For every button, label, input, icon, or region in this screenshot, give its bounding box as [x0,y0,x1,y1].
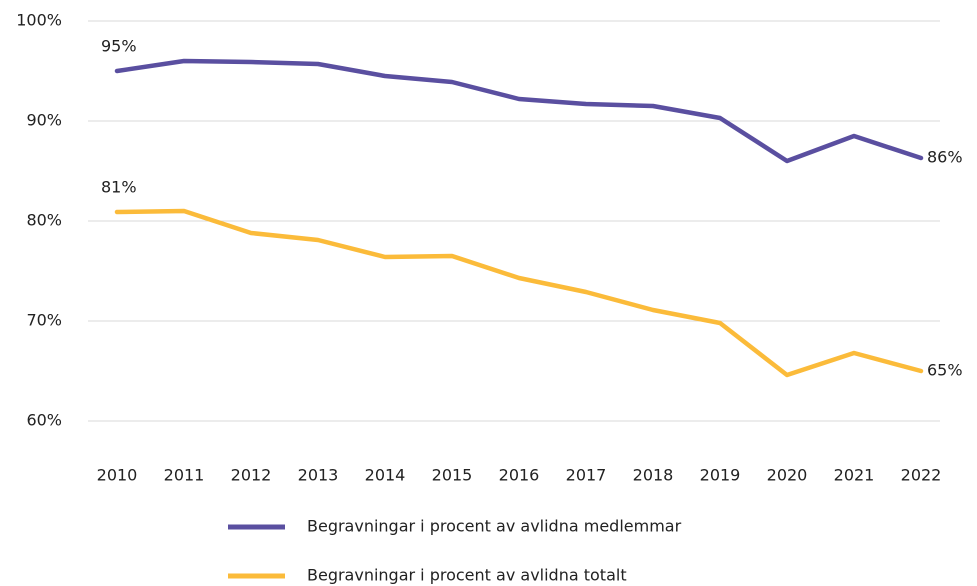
x-tick-label: 2012 [231,466,272,485]
series-line [114,58,924,164]
x-tick-label: 2010 [97,466,138,485]
series-line [114,208,924,378]
x-tick-label: 2021 [834,466,875,485]
data-label: 86% [927,148,963,167]
y-tick-label: 90% [26,111,62,130]
x-tick-label: 2013 [298,466,339,485]
legend-label: Begravningar i procent av avlidna totalt [307,566,627,585]
x-tick-label: 2017 [566,466,607,485]
data-label: 65% [927,361,963,380]
x-tick-label: 2019 [700,466,741,485]
y-tick-label: 60% [26,411,62,430]
x-tick-label: 2014 [365,466,406,485]
data-label: 95% [101,37,137,56]
y-tick-label: 70% [26,311,62,330]
x-tick-label: 2022 [901,466,942,485]
x-tick-label: 2016 [499,466,540,485]
legend-label: Begravningar i procent av avlidna medlem… [307,517,682,536]
x-tick-label: 2020 [767,466,808,485]
y-tick-label: 100% [16,11,62,30]
x-tick-label: 2011 [164,466,205,485]
x-tick-label: 2018 [633,466,674,485]
data-label: 81% [101,178,137,197]
y-tick-label: 80% [26,211,62,230]
x-tick-label: 2015 [432,466,473,485]
